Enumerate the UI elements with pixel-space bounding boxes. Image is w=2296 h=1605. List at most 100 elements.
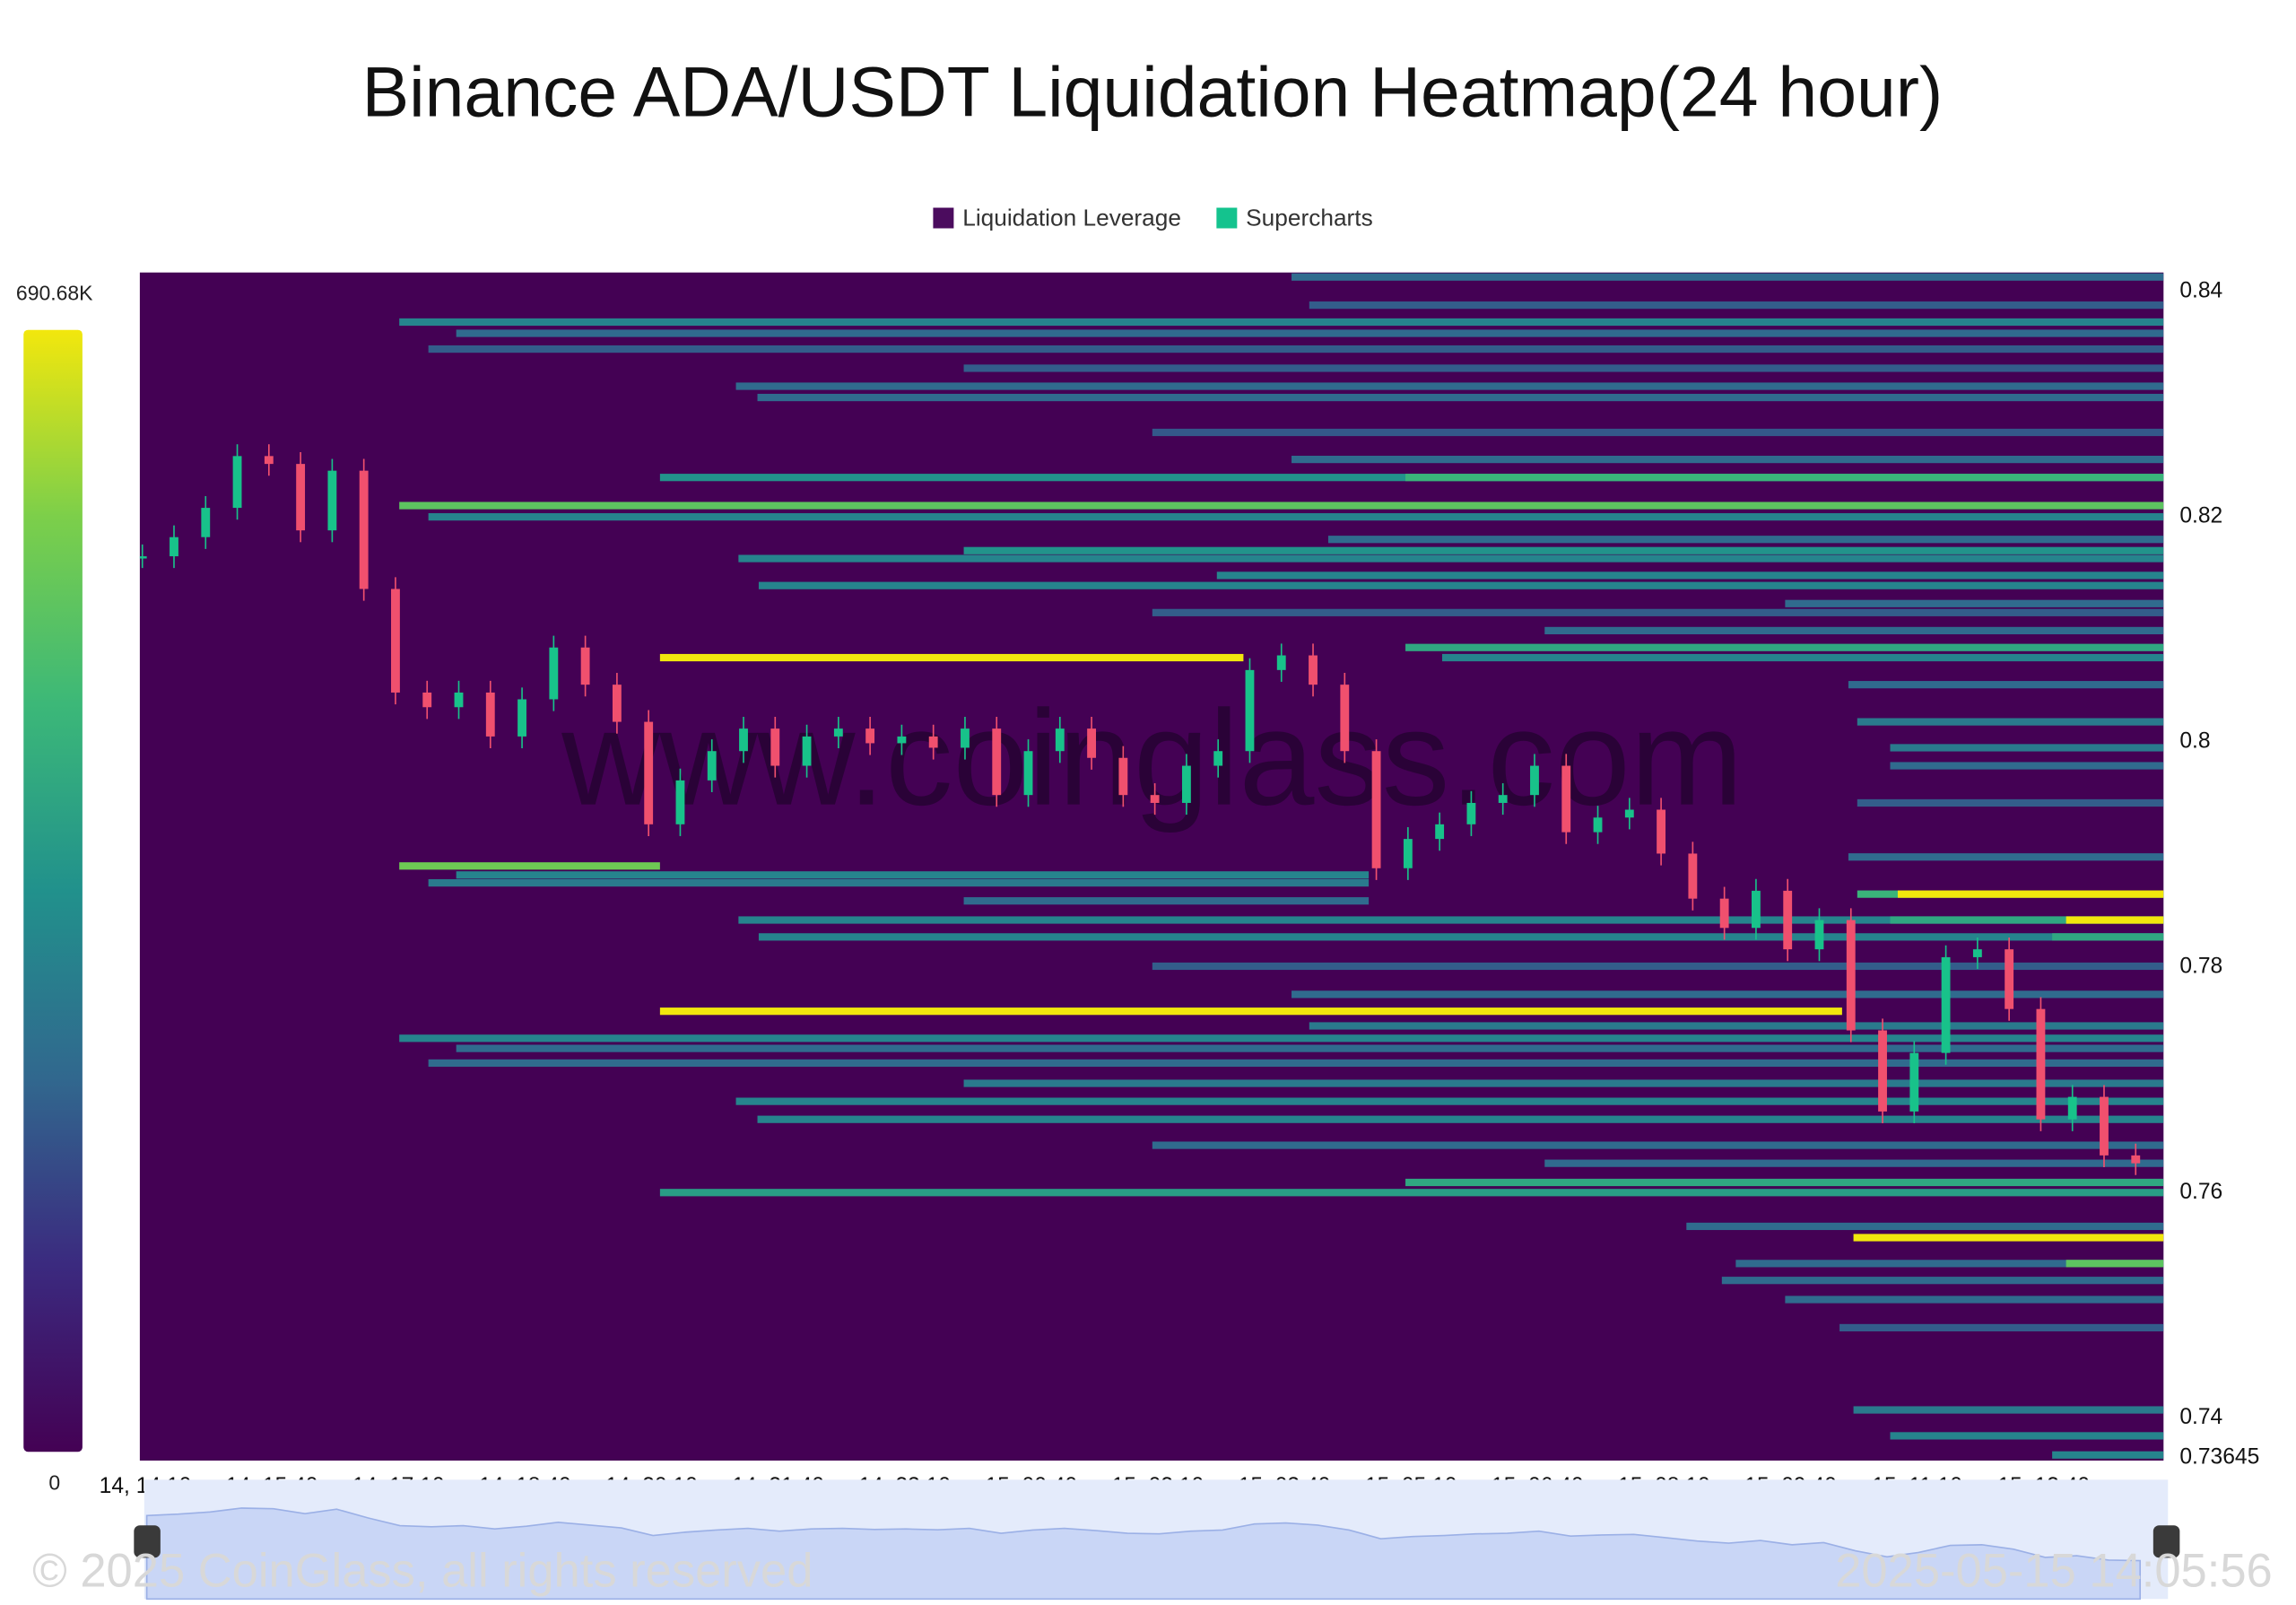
heat-band	[1890, 1432, 2164, 1440]
heat-band	[757, 393, 2164, 402]
heat-band	[1292, 273, 2164, 281]
heat-band	[1735, 1260, 2164, 1268]
candle	[707, 751, 717, 781]
candle	[802, 736, 812, 766]
heat-band	[1686, 1222, 2164, 1231]
heat-band	[1405, 643, 2164, 651]
candle	[897, 736, 907, 744]
legend-label: Liquidation Leverage	[962, 205, 1181, 231]
heat-band	[1785, 1295, 2164, 1304]
candle	[2131, 1155, 2141, 1164]
candle	[201, 508, 211, 537]
candle	[2005, 949, 2014, 1009]
heat-band	[1152, 1141, 2164, 1149]
candle	[1466, 802, 1476, 824]
candle	[612, 685, 622, 722]
candle	[1814, 920, 1824, 950]
candle	[1213, 751, 1223, 766]
navigator-handle[interactable]	[2152, 1525, 2180, 1558]
heat-band	[659, 1189, 2164, 1197]
candle	[1276, 655, 1286, 670]
candle	[1055, 728, 1065, 752]
legend: Liquidation Leverage Supercharts	[933, 205, 1373, 231]
heat-band	[399, 862, 660, 870]
heat-band	[428, 878, 1370, 887]
heat-band	[757, 1115, 2164, 1123]
candle	[2100, 1096, 2109, 1156]
heat-band	[456, 871, 1370, 879]
navigator-series	[145, 1507, 2142, 1601]
heatmap-layer	[399, 273, 2164, 1459]
heat-band	[1839, 1323, 2164, 1332]
candle	[1181, 765, 1191, 803]
heat-band	[399, 502, 2164, 510]
candle	[833, 728, 843, 737]
heat-band	[2066, 916, 2164, 924]
candle	[865, 728, 875, 744]
heat-band	[1897, 890, 2164, 898]
heat-band	[1216, 571, 2164, 580]
y-tick-label: 0.73645	[2179, 1444, 2259, 1469]
y-tick-label: 0.74	[2179, 1405, 2222, 1429]
colorbar	[23, 329, 83, 1452]
heat-band	[963, 897, 1370, 905]
candle	[1657, 809, 1666, 854]
heat-band	[758, 581, 2164, 589]
candle	[1909, 1052, 1919, 1112]
candle	[1371, 751, 1381, 868]
candle	[2036, 1008, 2046, 1120]
candle	[1150, 795, 1160, 803]
candle	[1846, 920, 1856, 1031]
heat-band	[428, 513, 2164, 521]
candle	[928, 736, 938, 748]
legend-swatch	[1216, 207, 1238, 229]
heat-band	[1848, 681, 2164, 689]
candle	[296, 464, 306, 531]
timestamp: 2025-05-15 14:05:56	[1835, 1544, 2273, 1597]
candle	[1751, 890, 1761, 929]
candle	[1530, 765, 1539, 796]
heat-band	[1441, 653, 2164, 662]
candle	[485, 692, 495, 737]
candle	[770, 728, 780, 766]
chart-title: Binance ADA/USDT Liquidation Heatmap(24 …	[362, 52, 1944, 131]
candle	[1023, 751, 1033, 796]
watermark: www.coinglass.com	[561, 682, 1743, 833]
candle	[422, 692, 432, 708]
candle	[1309, 655, 1318, 685]
heat-band	[963, 364, 2164, 372]
candle	[1118, 757, 1128, 796]
heat-band	[456, 329, 2164, 337]
candle	[1719, 898, 1729, 929]
candle	[1878, 1030, 1887, 1112]
heat-band	[1309, 301, 2164, 310]
candle	[1561, 765, 1571, 833]
heat-band	[1721, 1277, 2164, 1285]
candle	[580, 647, 590, 685]
candle	[1783, 890, 1793, 950]
y-tick-label: 0.78	[2179, 955, 2222, 979]
heat-band	[1152, 428, 2164, 437]
heat-band	[1785, 599, 2164, 607]
heat-band	[1544, 1159, 2164, 1167]
candle	[391, 589, 400, 693]
heat-band	[1327, 536, 2164, 544]
candle	[1972, 949, 1982, 957]
heat-band	[2052, 933, 2164, 941]
y-tick-label: 0.8	[2179, 729, 2210, 754]
navigator-handle[interactable]	[134, 1525, 161, 1558]
candle	[549, 647, 559, 700]
candle	[170, 536, 178, 557]
heat-band	[456, 1044, 2164, 1052]
heat-band	[1890, 916, 2164, 924]
heat-band	[428, 1059, 2164, 1068]
heat-band	[1857, 798, 2164, 807]
legend-swatch	[933, 207, 954, 229]
candle	[1245, 669, 1255, 752]
candle	[739, 728, 748, 752]
heat-band	[1544, 626, 2164, 635]
candle	[1435, 824, 1445, 840]
legend-label: Supercharts	[1246, 205, 1373, 231]
navigator-area	[145, 1507, 2142, 1601]
